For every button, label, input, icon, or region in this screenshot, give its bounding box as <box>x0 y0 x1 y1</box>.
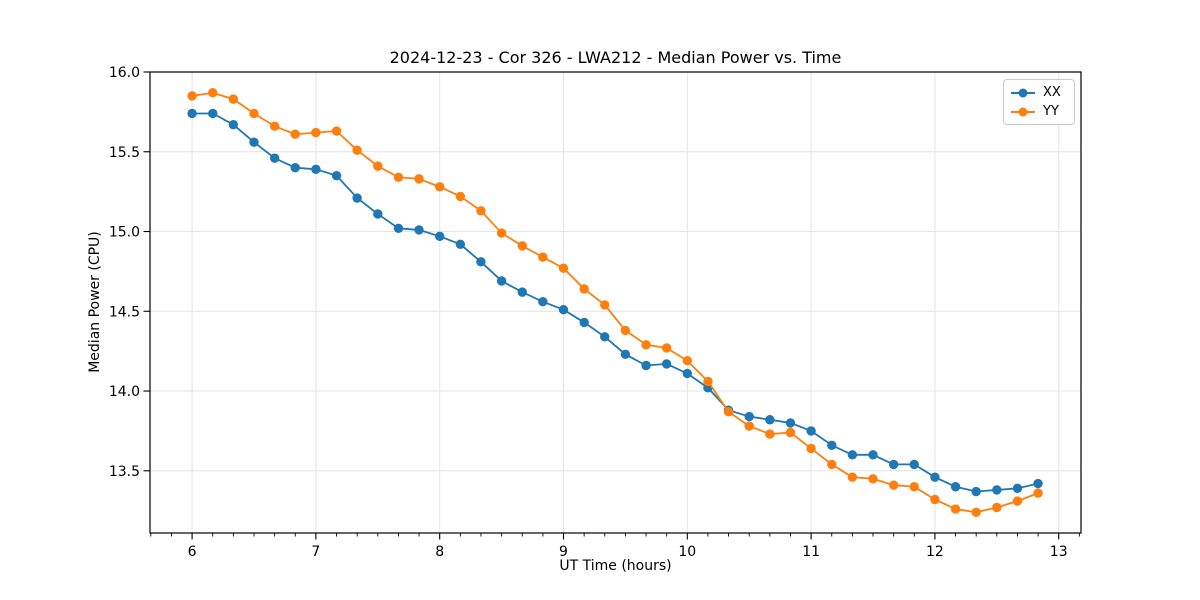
legend-line-sample-xx <box>1011 88 1035 97</box>
y-tick-label: 14.5 <box>109 304 140 320</box>
x-tick-label: 11 <box>802 544 820 560</box>
x-axis-ticks: 6 7 8 9 10 11 12 13 <box>188 533 1068 560</box>
x-tick-label: 7 <box>311 544 320 560</box>
series-XX-markers <box>187 108 1043 497</box>
y-tick-label: 15.5 <box>109 145 140 161</box>
y-tick-label: 16.0 <box>109 65 140 81</box>
legend-marker-xx <box>1018 88 1028 97</box>
x-tick-label: 13 <box>1050 544 1068 560</box>
legend-line-sample-yy <box>1011 107 1035 116</box>
chart-title: 2024-12-23 - Cor 326 - LWA212 - Median P… <box>389 48 842 67</box>
legend-label-yy: YY <box>1043 104 1059 119</box>
legend-item-yy: YY <box>1011 104 1067 119</box>
x-tick-label: 10 <box>678 544 696 560</box>
series-YY-line <box>191 91 1039 514</box>
x-tick-label: 8 <box>435 544 444 560</box>
gridlines <box>150 71 1081 533</box>
legend-marker-yy <box>1018 107 1028 116</box>
plot-border <box>149 71 1082 534</box>
y-axis-ticks: 13.5 14.0 14.5 15.0 15.5 16.0 <box>109 65 150 480</box>
x-axis-label: UT Time (hours) <box>559 558 672 574</box>
x-tick-label: 6 <box>188 544 197 560</box>
x-tick-label: 9 <box>559 544 568 560</box>
legend-item-xx: XX <box>1011 85 1067 100</box>
x-tick-label: 12 <box>926 544 944 560</box>
y-axis-label: Median Power (CPU) <box>87 231 103 373</box>
legend-label-xx: XX <box>1043 85 1061 100</box>
y-tick-label: 13.5 <box>109 464 140 480</box>
series-YY-markers <box>187 88 1043 517</box>
legend: XX YY <box>1003 79 1075 125</box>
y-tick-label: 14.0 <box>109 384 140 400</box>
y-tick-label: 15.0 <box>109 225 140 241</box>
